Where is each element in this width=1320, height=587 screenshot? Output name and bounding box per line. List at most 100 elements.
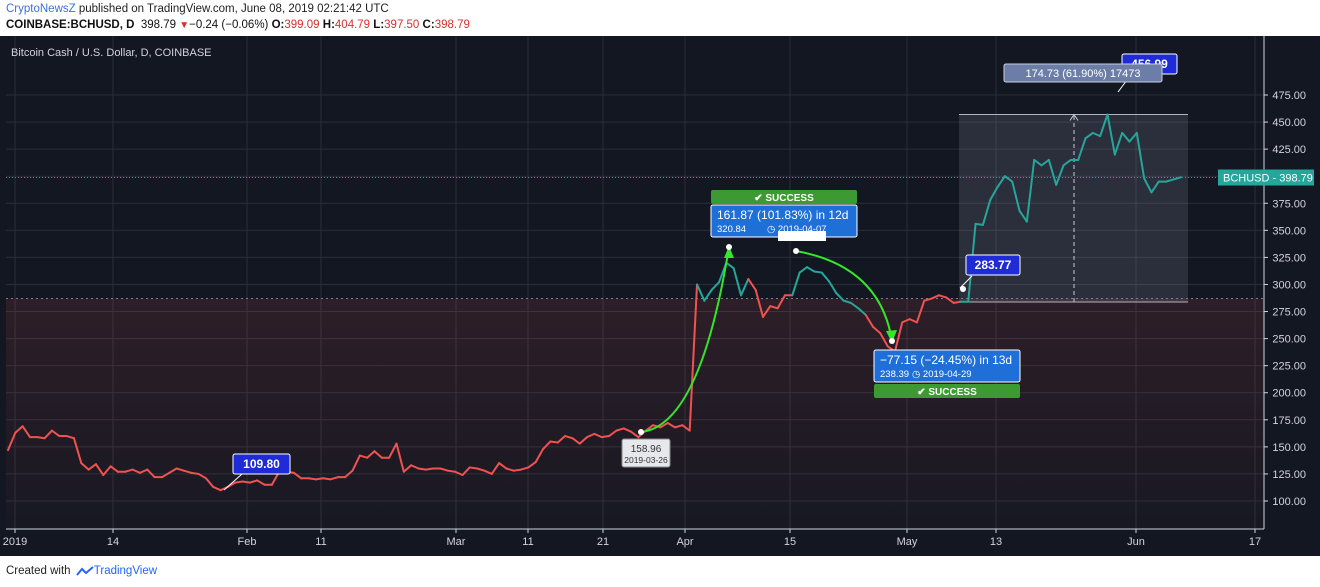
price-segment (688, 283, 699, 432)
price-change: −0.24 (−0.06%) (189, 19, 269, 31)
fall-info-box (873, 349, 1021, 383)
rise-peak-label-bg (778, 231, 826, 241)
price-segment (87, 463, 97, 471)
price-segment (329, 476, 339, 481)
y-tick-label: 350.00 (1272, 225, 1306, 237)
price-segment (424, 467, 435, 471)
price-segment (468, 466, 479, 470)
price-segment (864, 313, 874, 328)
price-segment (248, 479, 259, 484)
price-segment (21, 425, 31, 439)
price-segment (835, 292, 845, 302)
low-tag-pointer (223, 473, 243, 491)
price-segment (871, 325, 882, 335)
price-segment (666, 422, 677, 429)
price-segment (1128, 131, 1138, 143)
ohlc-bar: COINBASE:BCHUSD, D 398.79 ▼−0.24 (−0.06%… (6, 19, 470, 31)
price-segment (461, 466, 471, 477)
tradingview-link[interactable]: TradingView (93, 565, 158, 577)
price-segment (292, 471, 303, 480)
price-segment (388, 442, 398, 459)
publish-header: CryptoNewsZ published on TradingView.com… (0, 0, 1320, 36)
price-segment (512, 468, 523, 472)
price-segment (791, 271, 801, 297)
price-segment (366, 450, 376, 459)
price-segment (1084, 131, 1094, 140)
y-tick-label: 150.00 (1272, 442, 1306, 454)
high-value: 404.79 (334, 19, 371, 31)
price-segment (842, 299, 852, 304)
price-segment (1150, 180, 1160, 194)
price-segment (1143, 177, 1153, 194)
success-badge-1 (711, 190, 857, 204)
price-segment (410, 464, 420, 470)
price-segment (351, 454, 361, 472)
success-badge-1-text: ✔ SUCCESS (754, 193, 814, 204)
price-segment (549, 440, 559, 444)
price-segment (454, 470, 464, 477)
tag-283-pointer (959, 275, 973, 289)
price-segment (446, 469, 457, 473)
price-segment (615, 427, 625, 432)
price-segment (131, 468, 141, 474)
y-tick-label: 100.00 (1272, 496, 1306, 508)
price-segment (182, 469, 193, 474)
x-tick-label: Jun (1127, 536, 1145, 548)
range-label-box (1003, 63, 1163, 83)
success-badge-2 (874, 384, 1020, 398)
price-segment (36, 436, 46, 440)
y-tick-label: 300.00 (1272, 279, 1306, 291)
price-segment (754, 288, 764, 318)
fall-info-line1: −77.15 (−24.45%) in 13d (880, 353, 1012, 367)
open-value: 399.09 (284, 19, 320, 31)
price-segment (1099, 113, 1109, 138)
price-segment (1040, 158, 1050, 167)
price-segment (402, 464, 413, 473)
range-arrow-head (1069, 113, 1079, 121)
y-tick-label: 200.00 (1272, 388, 1306, 400)
price-segment (879, 332, 889, 348)
low-price-tag-box (232, 453, 291, 475)
x-tick-label: Mar (447, 536, 466, 548)
price-segment (256, 479, 266, 486)
price-segment (820, 271, 830, 283)
price-segment (827, 280, 838, 295)
price-segment (102, 465, 112, 477)
price-segment (1062, 158, 1072, 167)
price-segment (490, 462, 501, 475)
price-segment (798, 266, 808, 274)
price-segment (696, 283, 706, 302)
price-segment (226, 481, 237, 488)
fall-arrow-head (886, 330, 897, 343)
price-segment (622, 427, 633, 433)
price-segment (901, 318, 911, 324)
price-segment (505, 467, 515, 472)
x-tick-label: 14 (107, 536, 119, 548)
price-segment (7, 431, 17, 452)
chart-title: Bitcoin Cash / U.S. Dollar, D, COINBASE (11, 47, 212, 59)
price-segment (124, 468, 134, 473)
price-segment (527, 461, 537, 469)
x-tick-label: Feb (238, 536, 257, 548)
x-tick-label: 2019 (3, 536, 27, 548)
rise-curve-arrow (640, 246, 730, 433)
price-segment (981, 199, 992, 226)
high-label: H: (322, 19, 335, 31)
y-tick-label: 450.00 (1272, 117, 1306, 129)
price-segment (146, 468, 156, 479)
tradingview-logo-icon (75, 566, 94, 576)
footer: Created with TradingView (6, 565, 157, 577)
x-tick-label: 11 (315, 536, 326, 548)
price-segment (915, 299, 926, 324)
y-tick-label: 375.00 (1272, 198, 1306, 210)
x-tick-label: 15 (784, 536, 796, 548)
x-tick-label: 21 (597, 536, 609, 548)
price-segment (439, 467, 449, 472)
low-value: 397.50 (384, 19, 420, 31)
y-tick-label: 425.00 (1272, 144, 1306, 156)
price-segment (893, 321, 904, 353)
author-link[interactable]: CryptoNewsZ (6, 3, 76, 15)
price-segment (747, 278, 757, 291)
